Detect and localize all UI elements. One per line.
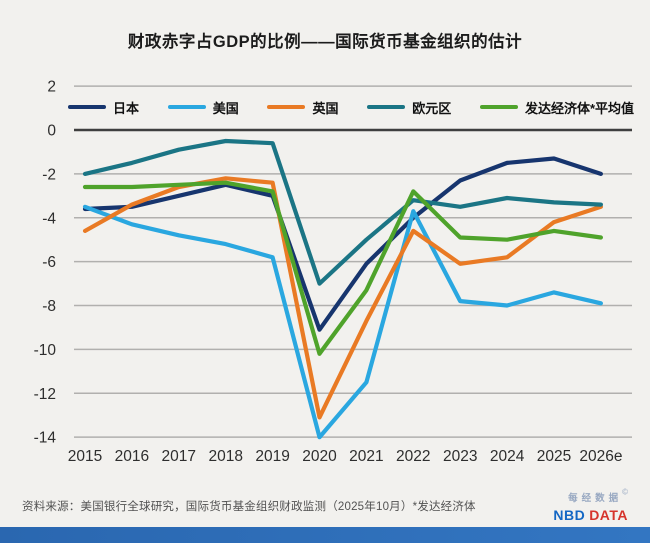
legend-item-advanced-economies: 发达经济体*平均值: [479, 98, 634, 117]
y-tick-label: -14: [34, 430, 57, 447]
legend-swatch-uk: [267, 104, 306, 110]
page-title: 财政赤字占GDP的比例——国际货币基金组织的估计: [127, 33, 523, 51]
x-tick-label: 2017: [162, 448, 196, 465]
legend-swatch-usa: [167, 104, 206, 110]
y-tick-label: -8: [42, 298, 56, 315]
legend-item-uk: 英国: [267, 98, 338, 117]
legend-swatch-advanced-economies: [479, 104, 518, 110]
legend-item-japan: 日本: [68, 98, 139, 117]
x-tick-label: 2022: [396, 448, 430, 465]
x-tick-label: 2026e: [579, 448, 622, 465]
series-line-advanced-economies-average: [82, 180, 604, 356]
legend-label-japan: 日本: [113, 100, 140, 116]
series-line-usa: [82, 204, 604, 440]
source-note: 资料来源：美国银行全球研究，国际货币基金组织财政监测（2025年10月）*发达经…: [22, 501, 476, 513]
legend-label-advanced-economies: 发达经济体*平均值: [524, 100, 634, 116]
copyright-icon: ©: [622, 487, 628, 497]
legend-swatch-japan: [68, 104, 106, 110]
x-tick-label: 2015: [68, 448, 102, 465]
bottom-accent-bar: [0, 527, 650, 543]
y-tick-label: 0: [47, 123, 56, 140]
y-tick-label: -2: [42, 166, 56, 183]
y-tick-label: -12: [34, 386, 56, 403]
chart-canvas: 2 0 -2 -4 -6 -8 -10 -12 -14 2015 2016 2017 2018 2019 2…: [34, 79, 632, 465]
legend-swatch-eurozone: [367, 104, 406, 110]
x-tick-label: 2016: [115, 448, 149, 465]
chart-legend: 日本 美国 英国 欧元区 发达经济体*平均值: [68, 98, 634, 116]
nbd-data-logo: 每经数据© NBD DATA: [553, 487, 628, 525]
logo-chinese-text: 每经数据: [568, 493, 623, 504]
y-tick-label: 2: [47, 79, 56, 96]
legend-label-usa: 美国: [212, 100, 239, 116]
series-line-japan: [82, 156, 604, 332]
x-tick-label: 2020: [302, 448, 337, 465]
y-tick-label: -10: [34, 342, 57, 359]
y-tick-label: -4: [42, 210, 56, 227]
series-line-uk: [82, 176, 604, 420]
x-tick-label: 2025: [537, 448, 571, 465]
x-tick-label: 2021: [349, 448, 383, 465]
x-tick-label: 2018: [208, 448, 242, 465]
series-line-eurozone: [82, 138, 604, 286]
x-tick-label: 2024: [490, 448, 525, 465]
logo-nbd-text: NBD: [553, 507, 586, 523]
legend-label-eurozone: 欧元区: [412, 100, 452, 116]
x-tick-label: 2023: [443, 448, 477, 465]
x-tick-label: 2019: [255, 448, 289, 465]
legend-item-usa: 美国: [167, 98, 239, 117]
legend-label-uk: 英国: [312, 100, 339, 116]
logo-data-text: DATA: [589, 507, 628, 523]
legend-item-eurozone: 欧元区: [367, 98, 451, 117]
y-tick-label: -6: [42, 254, 56, 271]
